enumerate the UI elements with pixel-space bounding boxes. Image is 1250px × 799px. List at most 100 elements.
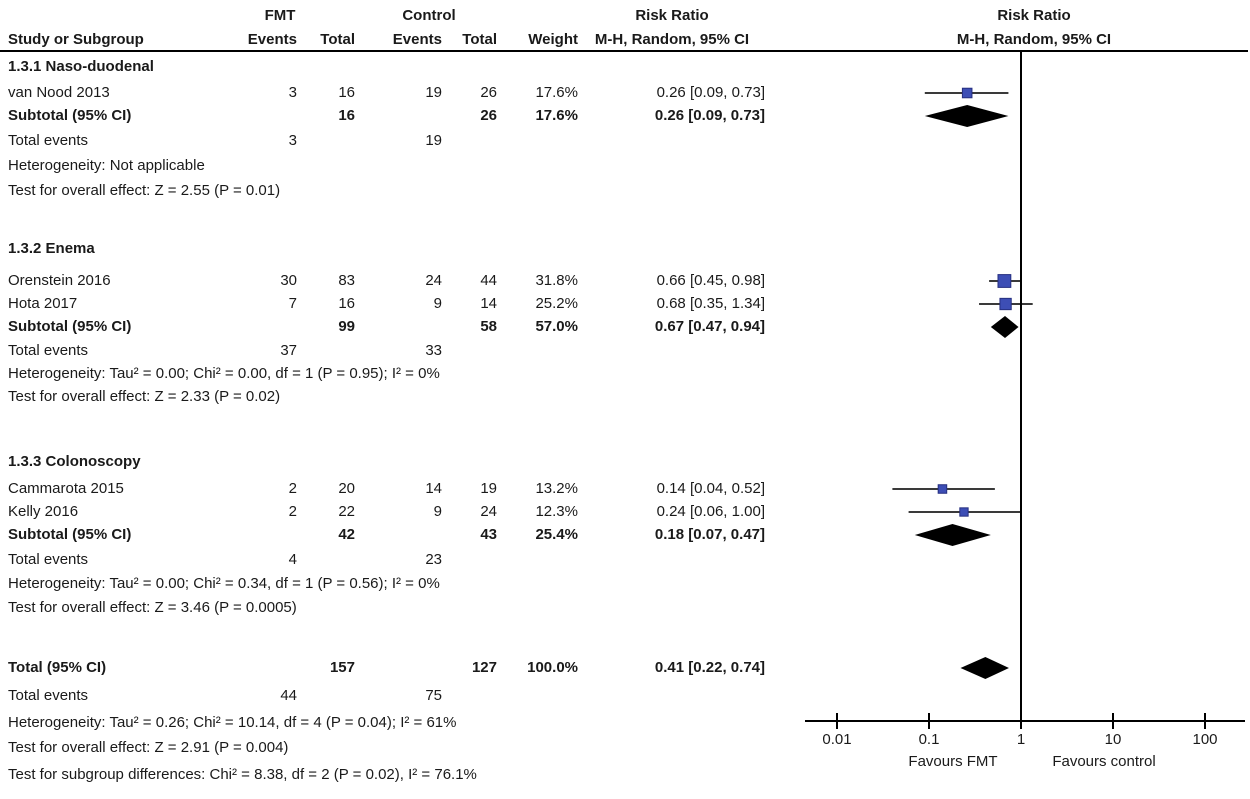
subtotal-control-total: 43	[480, 526, 497, 543]
subtotal-weight: 25.4%	[535, 526, 578, 543]
heterogeneity-note: Heterogeneity: Tau² = 0.26; Chi² = 10.14…	[8, 714, 457, 731]
weight-value: 25.2%	[535, 295, 578, 312]
control-events-value: 9	[433, 503, 442, 520]
control-total-value: 24	[480, 503, 497, 520]
axis-tick-label: 10	[1104, 731, 1122, 748]
total-control-total: 127	[471, 659, 497, 676]
fmt-total-value: 16	[338, 84, 355, 101]
total-events-fmt: 44	[280, 687, 297, 704]
axis-tick-label: 0.01	[822, 731, 852, 748]
fmt-events-value: 3	[288, 84, 297, 101]
favours-left-label: Favours FMT	[908, 753, 998, 770]
control-events-value: 14	[425, 480, 442, 497]
control-total-value: 44	[480, 272, 497, 289]
subtotal-rr-ci-text: 0.26 [0.09, 0.73]	[654, 107, 765, 124]
rr-ci-text: 0.24 [0.06, 1.00]	[656, 503, 765, 520]
fmt-events-value: 30	[280, 272, 297, 289]
weight-value: 13.2%	[535, 480, 578, 497]
subtotal-label: Subtotal (95% CI)	[8, 526, 132, 543]
total-events-control: 75	[425, 687, 442, 704]
total-events-fmt: 3	[288, 132, 297, 149]
total-events-label: Total events	[8, 132, 89, 149]
rr-ci-text: 0.14 [0.04, 0.52]	[656, 480, 765, 497]
total-label: Total (95% CI)	[8, 659, 107, 676]
axis-tick-label: 1	[1016, 731, 1026, 748]
total-rr-ci-text: 0.41 [0.22, 0.74]	[654, 659, 765, 676]
overall-effect-note: Test for overall effect: Z = 2.33 (P = 0…	[8, 388, 281, 405]
effect-square	[959, 507, 969, 517]
total-weight: 100.0%	[527, 659, 578, 676]
total-fmt-total: 157	[329, 659, 355, 676]
subtotal-weight: 17.6%	[535, 107, 578, 124]
subtotal-control-total: 26	[480, 107, 497, 124]
total-events-control: 23	[425, 551, 442, 568]
control-events-value: 9	[433, 295, 442, 312]
fmt-events-value: 7	[288, 295, 297, 312]
effect-square	[999, 297, 1012, 311]
total-events-label: Total events	[8, 687, 89, 704]
subtotal-label: Subtotal (95% CI)	[8, 318, 132, 335]
effect-square	[937, 484, 948, 494]
control-events-column-header: Events	[392, 31, 442, 48]
total-diamond	[960, 657, 1009, 679]
mh-random-ci-header-text: M-H, Random, 95% CI	[594, 31, 750, 48]
total-events-fmt: 4	[288, 551, 297, 568]
study-label: Kelly 2016	[8, 503, 79, 520]
heterogeneity-note: Heterogeneity: Not applicable	[8, 157, 205, 174]
fmt-events-value: 2	[288, 503, 297, 520]
fmt-total-value: 83	[338, 272, 355, 289]
study-label: Cammarota 2015	[8, 480, 124, 497]
overall-effect-note: Test for overall effect: Z = 2.91 (P = 0…	[8, 739, 289, 756]
heterogeneity-note: Heterogeneity: Tau² = 0.00; Chi² = 0.00,…	[8, 365, 440, 382]
fmt-total-value: 20	[338, 480, 355, 497]
total-events-label: Total events	[8, 551, 89, 568]
subtotal-label: Subtotal (95% CI)	[8, 107, 132, 124]
effect-square	[961, 87, 973, 99]
study-label: Hota 2017	[8, 295, 78, 312]
control-group-header: Control	[402, 7, 456, 24]
control-total-value: 14	[480, 295, 497, 312]
total-events-fmt: 37	[280, 342, 297, 359]
study-column-header: Study or Subgroup	[8, 31, 144, 48]
subtotal-fmt-total: 99	[338, 318, 355, 335]
subtotal-diamond	[990, 316, 1019, 338]
control-total-value: 19	[480, 480, 497, 497]
weight-column-header: Weight	[528, 31, 578, 48]
subtotal-fmt-total: 42	[338, 526, 355, 543]
favours-right-label: Favours control	[1052, 753, 1156, 770]
total-events-control: 19	[425, 132, 442, 149]
overall-effect-note: Test for overall effect: Z = 2.55 (P = 0…	[8, 182, 281, 199]
subtotal-fmt-total: 16	[338, 107, 355, 124]
control-total-column-header: Total	[462, 31, 497, 48]
fmt-total-column-header: Total	[320, 31, 355, 48]
fmt-group-header: FMT	[264, 7, 296, 24]
fmt-total-value: 16	[338, 295, 355, 312]
control-total-value: 26	[480, 84, 497, 101]
total-events-label: Total events	[8, 342, 89, 359]
weight-value: 12.3%	[535, 503, 578, 520]
subgroup-title: 1.3.3 Colonoscopy	[8, 453, 141, 470]
control-events-value: 19	[425, 84, 442, 101]
heterogeneity-note: Heterogeneity: Tau² = 0.00; Chi² = 0.34,…	[8, 575, 440, 592]
fmt-events-column-header: Events	[247, 31, 297, 48]
subgroup-title: 1.3.1 Naso-duodenal	[8, 58, 154, 75]
axis-tick-label: 100	[1192, 731, 1218, 748]
subgroup-title: 1.3.2 Enema	[8, 240, 95, 257]
subtotal-diamond	[914, 524, 991, 546]
risk-ratio-header-text: Risk Ratio	[635, 7, 709, 24]
control-events-value: 24	[425, 272, 442, 289]
axis-tick-label: 0.1	[918, 731, 940, 748]
subtotal-rr-ci-text: 0.18 [0.07, 0.47]	[654, 526, 765, 543]
rr-ci-text: 0.26 [0.09, 0.73]	[656, 84, 765, 101]
risk-ratio-header-plot: Risk Ratio	[997, 7, 1071, 24]
study-label: van Nood 2013	[8, 84, 110, 101]
subtotal-weight: 57.0%	[535, 318, 578, 335]
total-events-control: 33	[425, 342, 442, 359]
fmt-total-value: 22	[338, 503, 355, 520]
study-label: Orenstein 2016	[8, 272, 111, 289]
effect-square	[997, 274, 1012, 288]
header-divider	[0, 50, 1248, 52]
mh-random-ci-header-plot: M-H, Random, 95% CI	[956, 31, 1112, 48]
